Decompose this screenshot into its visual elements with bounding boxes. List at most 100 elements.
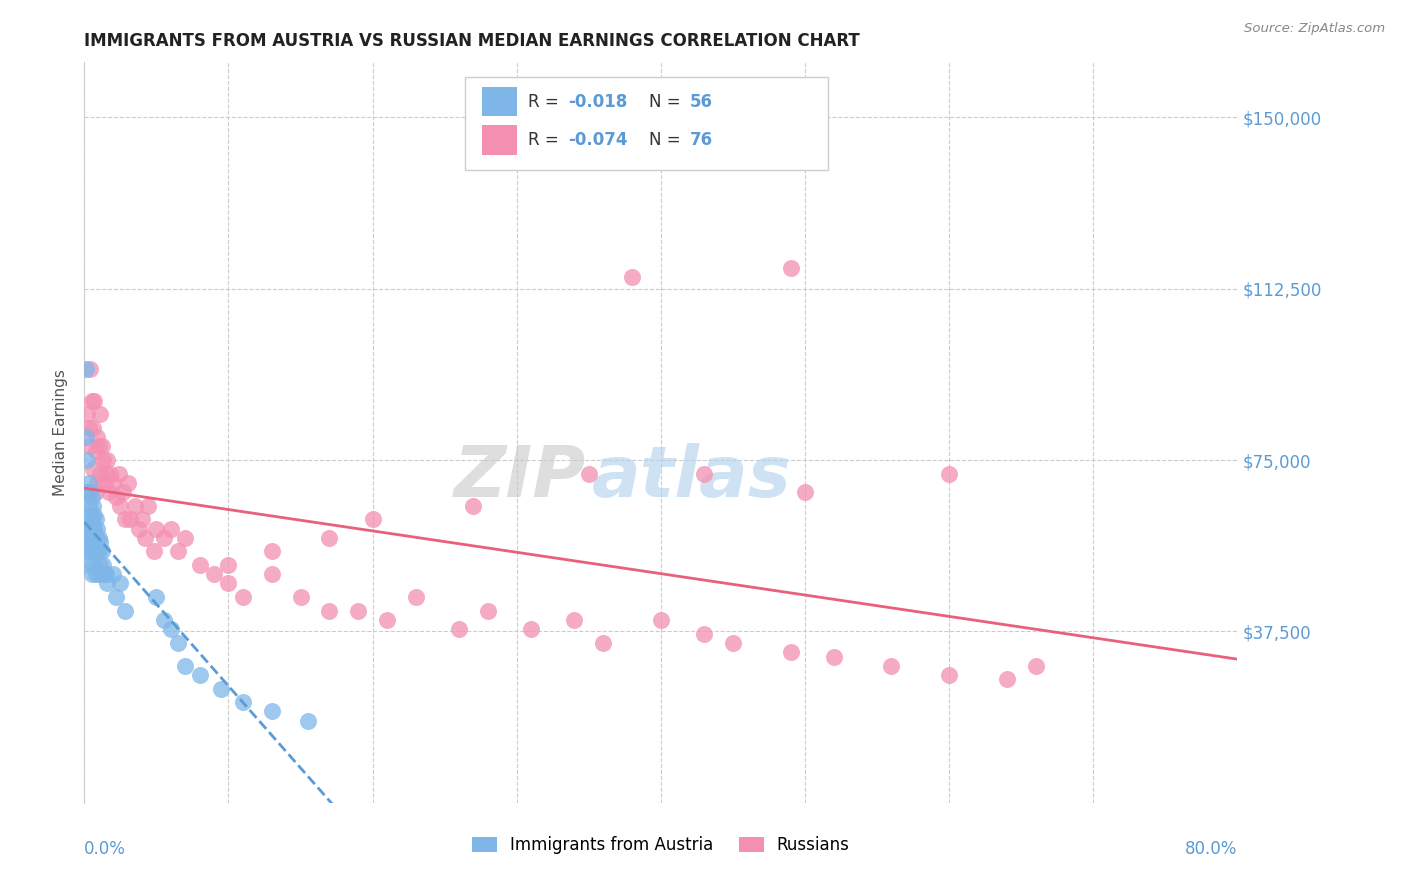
Point bbox=[76, 408, 98, 422]
Point bbox=[260, 544, 283, 558]
Point bbox=[87, 439, 110, 453]
Text: -0.018: -0.018 bbox=[568, 93, 628, 111]
Point bbox=[938, 467, 960, 481]
Point bbox=[75, 361, 97, 376]
Point bbox=[86, 430, 108, 444]
Point bbox=[89, 535, 111, 549]
Point bbox=[260, 567, 283, 582]
Point bbox=[124, 499, 146, 513]
Point bbox=[75, 430, 97, 444]
Text: Source: ZipAtlas.com: Source: ZipAtlas.com bbox=[1244, 22, 1385, 36]
Point bbox=[209, 681, 232, 696]
Point bbox=[152, 531, 174, 545]
Point bbox=[108, 467, 131, 481]
Point bbox=[110, 576, 132, 591]
Point bbox=[79, 558, 101, 573]
Point bbox=[218, 576, 240, 591]
Point bbox=[463, 499, 485, 513]
Point bbox=[823, 649, 845, 664]
Text: -0.074: -0.074 bbox=[568, 131, 628, 149]
Point bbox=[80, 567, 103, 582]
Point bbox=[103, 567, 124, 582]
Point bbox=[779, 645, 801, 659]
Point bbox=[79, 485, 101, 500]
Point bbox=[94, 567, 117, 582]
Point bbox=[77, 475, 100, 490]
Point bbox=[477, 604, 499, 618]
Point bbox=[995, 673, 1018, 687]
Point bbox=[75, 485, 97, 500]
FancyBboxPatch shape bbox=[482, 87, 517, 117]
Point bbox=[91, 558, 114, 573]
FancyBboxPatch shape bbox=[465, 78, 828, 169]
Point bbox=[167, 636, 190, 650]
Point bbox=[318, 604, 340, 618]
Point bbox=[79, 508, 101, 522]
Point bbox=[83, 522, 105, 536]
Point bbox=[86, 544, 108, 558]
Point bbox=[347, 604, 370, 618]
Point bbox=[86, 522, 108, 536]
Point bbox=[93, 475, 115, 490]
Point bbox=[693, 467, 716, 481]
Point bbox=[89, 558, 111, 573]
Point bbox=[79, 439, 101, 453]
Point bbox=[94, 467, 117, 481]
Point bbox=[89, 467, 111, 481]
Text: ZIP: ZIP bbox=[454, 442, 586, 511]
Point bbox=[174, 658, 197, 673]
Point bbox=[84, 531, 107, 545]
Point bbox=[260, 705, 283, 719]
Point bbox=[174, 531, 197, 545]
Point bbox=[202, 567, 225, 582]
Point bbox=[564, 613, 586, 627]
Point bbox=[79, 531, 101, 545]
Text: 0.0%: 0.0% bbox=[84, 840, 127, 858]
Point bbox=[128, 522, 150, 536]
Point bbox=[80, 393, 103, 408]
Point bbox=[1025, 658, 1047, 673]
Point bbox=[449, 622, 471, 636]
Point bbox=[318, 531, 340, 545]
Point bbox=[114, 604, 136, 618]
Point bbox=[134, 531, 156, 545]
Point bbox=[297, 714, 319, 728]
Point bbox=[80, 490, 103, 504]
Point bbox=[112, 485, 135, 500]
Point bbox=[82, 421, 104, 435]
Point bbox=[136, 499, 159, 513]
Point bbox=[105, 490, 128, 504]
Text: N =: N = bbox=[650, 93, 686, 111]
Point bbox=[83, 544, 105, 558]
Point bbox=[80, 531, 103, 545]
Point bbox=[76, 522, 98, 536]
Point bbox=[82, 499, 104, 513]
Point bbox=[77, 544, 100, 558]
Point bbox=[721, 636, 744, 650]
Point bbox=[117, 475, 139, 490]
Point bbox=[77, 421, 100, 435]
Point bbox=[93, 567, 115, 582]
Point bbox=[82, 462, 104, 476]
Y-axis label: Median Earnings: Median Earnings bbox=[53, 369, 69, 496]
Point bbox=[167, 544, 190, 558]
Text: 80.0%: 80.0% bbox=[1185, 840, 1237, 858]
Point bbox=[84, 567, 107, 582]
Text: IMMIGRANTS FROM AUSTRIA VS RUSSIAN MEDIAN EARNINGS CORRELATION CHART: IMMIGRANTS FROM AUSTRIA VS RUSSIAN MEDIA… bbox=[84, 32, 860, 50]
Point bbox=[84, 544, 107, 558]
Point bbox=[83, 508, 105, 522]
Point bbox=[87, 544, 110, 558]
Point bbox=[160, 522, 183, 536]
Legend: Immigrants from Austria, Russians: Immigrants from Austria, Russians bbox=[465, 830, 856, 861]
Point bbox=[96, 576, 118, 591]
Text: 56: 56 bbox=[690, 93, 713, 111]
Point bbox=[83, 393, 105, 408]
Point bbox=[76, 453, 98, 467]
Point bbox=[218, 558, 240, 573]
Point bbox=[405, 590, 427, 604]
Point bbox=[97, 485, 120, 500]
Point bbox=[160, 622, 183, 636]
Point bbox=[80, 512, 103, 526]
Point bbox=[145, 590, 167, 604]
Point bbox=[87, 531, 110, 545]
